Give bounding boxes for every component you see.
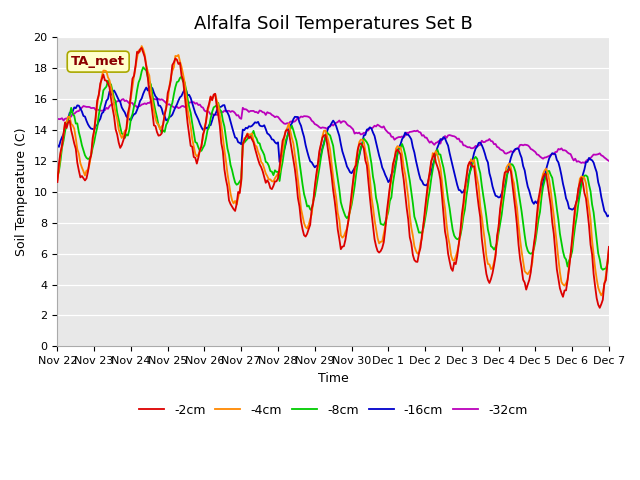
-4cm — [388, 176, 396, 182]
-4cm — [138, 43, 145, 49]
-16cm — [69, 108, 77, 114]
-8cm — [540, 184, 547, 190]
X-axis label: Time: Time — [318, 372, 349, 384]
-32cm — [54, 116, 61, 121]
-4cm — [69, 122, 77, 128]
-8cm — [388, 194, 396, 200]
-2cm — [540, 174, 547, 180]
-4cm — [369, 204, 377, 210]
-32cm — [400, 134, 408, 140]
-16cm — [54, 142, 61, 148]
-2cm — [388, 174, 396, 180]
Title: Alfalfa Soil Temperatures Set B: Alfalfa Soil Temperatures Set B — [194, 15, 472, 33]
-4cm — [157, 123, 165, 129]
-16cm — [605, 213, 612, 218]
-8cm — [605, 252, 612, 258]
-16cm — [604, 214, 611, 219]
-2cm — [605, 244, 612, 250]
-2cm — [157, 131, 165, 136]
-4cm — [54, 177, 61, 183]
-16cm — [540, 180, 547, 185]
Line: -4cm: -4cm — [58, 46, 609, 295]
-4cm — [605, 246, 612, 252]
-32cm — [155, 96, 163, 102]
-4cm — [597, 292, 605, 298]
Y-axis label: Soil Temperature (C): Soil Temperature (C) — [15, 128, 28, 256]
-32cm — [605, 158, 612, 164]
-8cm — [69, 111, 77, 117]
-2cm — [69, 134, 77, 140]
-32cm — [580, 160, 588, 166]
Line: -8cm: -8cm — [58, 67, 609, 270]
-32cm — [388, 134, 396, 140]
-32cm — [369, 125, 377, 131]
-2cm — [138, 45, 145, 51]
-16cm — [400, 134, 408, 140]
-2cm — [369, 223, 377, 228]
Line: -2cm: -2cm — [58, 48, 609, 308]
-8cm — [140, 64, 147, 70]
-32cm — [69, 110, 77, 116]
-8cm — [400, 145, 408, 151]
-32cm — [540, 156, 547, 162]
Legend: -2cm, -4cm, -8cm, -16cm, -32cm: -2cm, -4cm, -8cm, -16cm, -32cm — [139, 404, 527, 417]
-16cm — [145, 84, 153, 89]
Line: -16cm: -16cm — [58, 86, 609, 216]
Line: -32cm: -32cm — [58, 99, 609, 163]
-2cm — [596, 305, 604, 311]
-8cm — [54, 174, 61, 180]
-2cm — [400, 177, 408, 182]
-8cm — [369, 174, 377, 180]
-16cm — [157, 106, 165, 111]
-32cm — [157, 96, 165, 102]
-4cm — [400, 164, 408, 170]
Text: TA_met: TA_met — [71, 55, 125, 68]
-8cm — [157, 130, 165, 136]
-2cm — [54, 179, 61, 185]
-16cm — [388, 172, 396, 178]
-8cm — [599, 267, 607, 273]
-16cm — [369, 130, 377, 135]
-4cm — [540, 171, 547, 177]
